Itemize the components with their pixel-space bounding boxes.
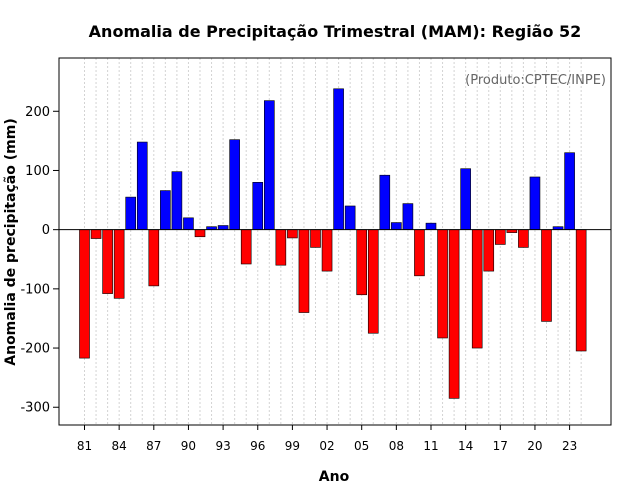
- bar-2000: [298, 229, 310, 313]
- bar-2011: [425, 222, 437, 230]
- bar-2006: [367, 229, 379, 334]
- bar-1982: [90, 229, 102, 239]
- x-tick-label-4: 93: [215, 439, 230, 453]
- x-tick-label-8: 05: [354, 439, 369, 453]
- bar-2014: [460, 168, 471, 230]
- x-tick-label-3: 90: [181, 439, 196, 453]
- bar-2019: [518, 229, 529, 248]
- bar-2012: [437, 229, 448, 339]
- bar-1995: [240, 229, 252, 265]
- x-axis: 81 84 87 90 93 96 99 02 05 08 11 14 17 20 23: [77, 425, 577, 453]
- bar-2007: [379, 174, 391, 230]
- bar-2024: [575, 229, 587, 352]
- x-tick-label-6: 99: [285, 439, 300, 453]
- bar-2020: [529, 176, 541, 230]
- x-tick-label-5: 96: [250, 439, 265, 453]
- bar-2015: [471, 229, 483, 349]
- x-tick-label-7: 02: [319, 439, 334, 453]
- bar-1999: [287, 229, 298, 239]
- grid-layer: [84, 58, 582, 425]
- bar-2013: [448, 229, 460, 399]
- bar-1998: [275, 229, 287, 266]
- bar-2010: [414, 229, 425, 277]
- y-axis: -300 -200 -100 0 100 200: [20, 105, 59, 416]
- bar-1997: [263, 100, 275, 230]
- bar-1988: [160, 190, 171, 230]
- x-axis-label: Ano: [319, 469, 350, 485]
- bar-2001: [310, 229, 321, 248]
- bar-2021: [541, 229, 552, 322]
- bar-1985: [125, 196, 136, 230]
- bar-2003: [333, 88, 344, 230]
- x-tick-label-9: 08: [389, 439, 404, 453]
- bar-2004: [344, 205, 356, 230]
- bar-1996: [252, 182, 264, 230]
- chart-title: Anomalia de Precipitação Trimestral (MAM…: [89, 22, 582, 41]
- bar-1991: [194, 229, 206, 238]
- bar-1994: [229, 139, 240, 230]
- bar-1986: [136, 141, 148, 230]
- bar-1981: [79, 229, 90, 359]
- bar-1984: [113, 229, 125, 299]
- x-tick-label-11: 14: [458, 439, 473, 453]
- bar-2016: [483, 229, 495, 272]
- y-tick-label-5: 200: [25, 105, 50, 120]
- y-tick-label-0: -300: [20, 401, 50, 416]
- bar-2017: [494, 229, 506, 245]
- y-tick-label-1: -200: [20, 342, 50, 357]
- y-tick-label-3: 0: [42, 223, 50, 238]
- bar-1993: [217, 225, 229, 230]
- x-tick-label-13: 20: [527, 439, 542, 453]
- x-tick-label-12: 17: [493, 439, 508, 453]
- plot-frame: [58, 57, 612, 426]
- bar-2002: [321, 229, 333, 272]
- bar-1987: [148, 229, 160, 287]
- bar-1990: [183, 217, 194, 230]
- x-tick-label-0: 81: [77, 439, 92, 453]
- bar-2005: [356, 229, 368, 296]
- bar-2008: [391, 222, 402, 230]
- bar-2023: [564, 152, 575, 230]
- x-tick-label-2: 87: [146, 439, 161, 453]
- bar-1989: [171, 171, 183, 230]
- y-tick-label-4: 100: [25, 164, 50, 179]
- source-annotation: (Produto:CPTEC/INPE): [465, 73, 606, 88]
- bar-2009: [402, 203, 414, 230]
- bar-1983: [102, 229, 113, 294]
- x-tick-label-10: 11: [423, 439, 438, 453]
- x-tick-label-14: 23: [562, 439, 577, 453]
- bars-layer: [79, 88, 587, 399]
- x-tick-label-1: 84: [112, 439, 127, 453]
- y-tick-label-2: -100: [20, 282, 50, 297]
- y-axis-label: Anomalia de precipitação (mm): [3, 118, 19, 365]
